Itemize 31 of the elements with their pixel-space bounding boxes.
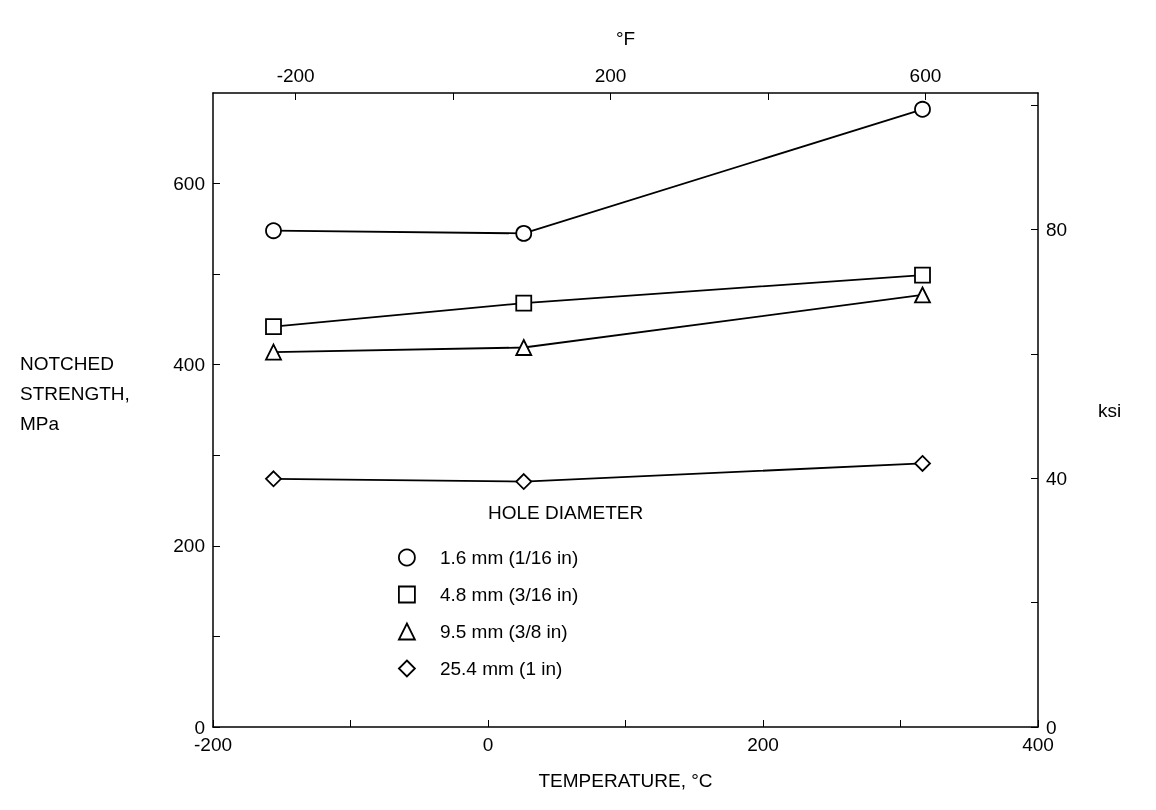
y-tick-label: 400 (173, 354, 205, 376)
point (265, 343, 282, 361)
y-axis-title: NOTCHED STRENGTH, MPa (20, 352, 130, 434)
x-axis-title: TEMPERATURE, °C (538, 770, 713, 791)
point (265, 222, 282, 240)
x-tick-label: 200 (747, 734, 779, 755)
point (914, 286, 931, 304)
legend-label: 4.8 mm (3/16 in) (439, 584, 579, 605)
point (515, 339, 533, 356)
legend-label: 25.4 mm (1 in) (439, 658, 563, 679)
point (914, 266, 931, 284)
point (914, 455, 931, 472)
point (914, 100, 931, 118)
x2-tick-label: 200 (594, 65, 627, 86)
y-tick-label: 600 (173, 173, 205, 195)
point (265, 318, 282, 336)
x2-tick-label: -200 (276, 65, 315, 86)
y2-axis-title: ksi (1098, 399, 1122, 421)
y2-tick-label: 40 (1046, 467, 1068, 489)
point (515, 294, 533, 312)
point (265, 470, 282, 488)
x-tick-label: 0 (482, 734, 494, 755)
legend-label: 9.5 mm (3/8 in) (439, 621, 568, 642)
legend-label: 1.6 mm (1/16 in) (439, 547, 579, 568)
y-tick-label: 200 (173, 535, 205, 557)
x2-tick-label: 600 (909, 65, 942, 86)
legend-title: HOLE DIAMETER (488, 502, 644, 523)
point (515, 224, 533, 242)
point (515, 473, 533, 490)
y2-tick-label: 80 (1046, 219, 1068, 241)
x2-axis-title: °F (615, 28, 636, 49)
